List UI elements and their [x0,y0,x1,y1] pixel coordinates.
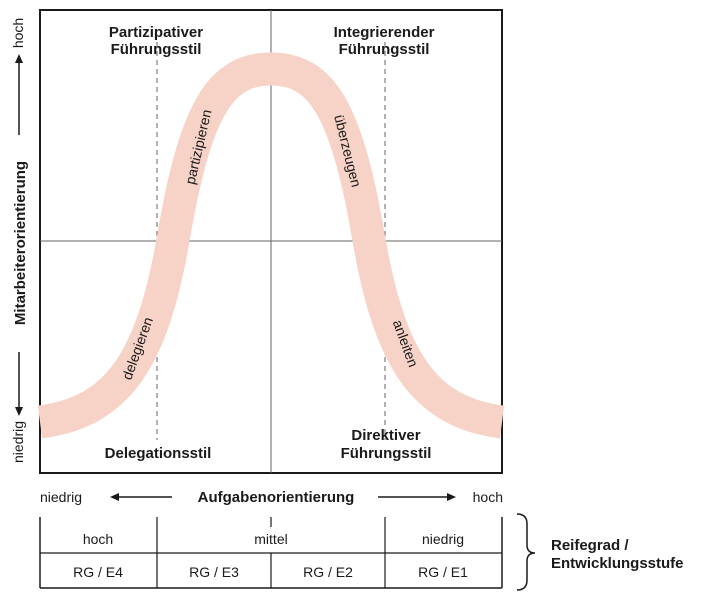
x-axis-low-label: niedrig [40,489,82,505]
x-axis-high-label: hoch [473,489,503,505]
maturity-low: niedrig [422,531,464,547]
quadrant-top-left-line1: Partizipativer [109,24,203,41]
quadrant-top-right-line1: Integrierender [334,24,435,41]
maturity-medium: mittel [254,531,287,547]
x-axis-title: Aufgabenorientierung [198,489,355,506]
maturity-level-e4: RG / E4 [73,564,123,580]
maturity-level-e2: RG / E2 [303,564,353,580]
bell-curve [37,52,505,439]
y-axis-high-label: hoch [10,18,26,48]
x-arrow-left-head [110,493,119,501]
maturity-table [39,517,503,589]
y-axis-title: Mitarbeiterorientierung [12,161,29,325]
quadrant-bottom-left: Delegationsstil [105,445,212,462]
y-arrow-up-head [15,54,23,63]
side-label-line1: Reifegrad / [551,537,629,554]
quadrant-top-right-line2: Führungsstil [339,41,430,58]
x-arrow-right-head [447,493,456,501]
right-brace [516,513,536,591]
y-axis-low-label: niedrig [10,421,26,463]
side-label-line2: Entwicklungsstufe [551,555,684,572]
maturity-level-e3: RG / E3 [189,564,239,580]
quadrant-bottom-right-line1: Direktiver [351,427,420,444]
maturity-high: hoch [83,531,113,547]
quadrant-top-left-line2: Führungsstil [111,41,202,58]
quadrant-bottom-right-line2: Führungsstil [341,445,432,462]
maturity-level-e1: RG / E1 [418,564,468,580]
y-arrow-down-head [15,407,23,416]
